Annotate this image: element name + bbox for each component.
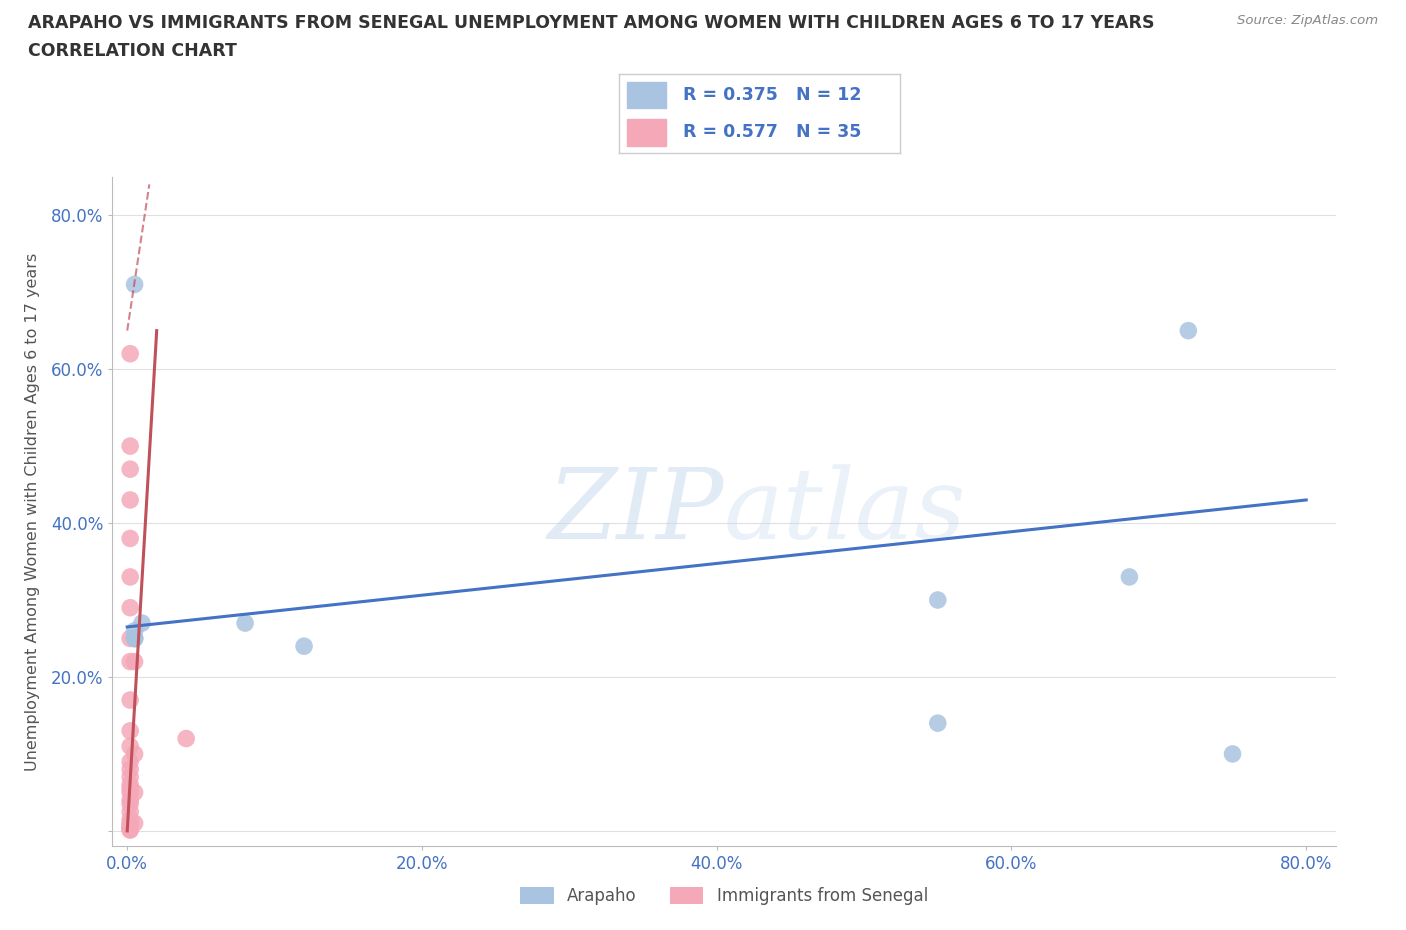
Point <box>120 781 142 796</box>
Point <box>120 804 142 819</box>
Point <box>124 747 146 762</box>
Point <box>120 439 142 454</box>
Point <box>120 821 142 836</box>
Text: CORRELATION CHART: CORRELATION CHART <box>28 42 238 60</box>
Point <box>120 796 142 811</box>
Point <box>120 785 142 800</box>
Text: R = 0.577: R = 0.577 <box>683 123 778 141</box>
Text: ZIP: ZIP <box>548 464 724 559</box>
Text: N = 35: N = 35 <box>796 123 860 141</box>
Text: N = 12: N = 12 <box>796 86 862 104</box>
Point <box>120 654 142 669</box>
Point <box>927 592 949 607</box>
Point <box>1222 747 1244 762</box>
Point <box>124 816 146 830</box>
Point <box>124 277 146 292</box>
Point <box>120 819 142 834</box>
Point <box>292 639 315 654</box>
Point <box>120 631 142 646</box>
Point <box>120 792 142 807</box>
Point <box>120 693 142 708</box>
Text: atlas: atlas <box>724 464 967 559</box>
Point <box>120 820 142 835</box>
Point <box>1118 569 1140 584</box>
Point <box>120 569 142 584</box>
Point <box>120 816 142 830</box>
Point <box>120 346 142 361</box>
Point <box>120 738 142 753</box>
Text: Source: ZipAtlas.com: Source: ZipAtlas.com <box>1237 14 1378 27</box>
Bar <box>627 82 666 109</box>
Point <box>120 724 142 738</box>
Point <box>120 770 142 785</box>
Legend: Arapaho, Immigrants from Senegal: Arapaho, Immigrants from Senegal <box>513 880 935 911</box>
Point <box>120 823 142 838</box>
Point <box>120 812 142 827</box>
Point <box>124 631 146 646</box>
Point <box>120 754 142 769</box>
Point <box>120 762 142 777</box>
Point <box>120 531 142 546</box>
Text: ARAPAHO VS IMMIGRANTS FROM SENEGAL UNEMPLOYMENT AMONG WOMEN WITH CHILDREN AGES 6: ARAPAHO VS IMMIGRANTS FROM SENEGAL UNEMP… <box>28 14 1154 32</box>
Point <box>124 623 146 638</box>
Point <box>120 822 142 837</box>
Point <box>120 493 142 508</box>
Point <box>120 461 142 476</box>
Text: R = 0.375: R = 0.375 <box>683 86 778 104</box>
Point <box>124 631 146 646</box>
Point <box>233 616 256 631</box>
Point <box>174 731 197 746</box>
Point <box>120 600 142 615</box>
Point <box>124 631 146 646</box>
Point <box>131 616 153 631</box>
Point <box>120 817 142 832</box>
Point <box>120 777 142 792</box>
Point <box>1177 324 1199 339</box>
Point <box>927 716 949 731</box>
Y-axis label: Unemployment Among Women with Children Ages 6 to 17 years: Unemployment Among Women with Children A… <box>25 252 39 771</box>
Point <box>124 785 146 800</box>
Point <box>124 654 146 669</box>
Bar <box>627 119 666 146</box>
